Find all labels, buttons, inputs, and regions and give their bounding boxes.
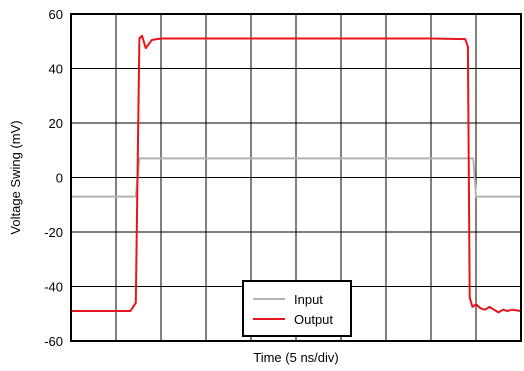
series-lines <box>71 34 522 314</box>
y-tick-label: -20 <box>44 225 63 240</box>
series-line-input <box>71 157 521 198</box>
legend: Input Output <box>242 280 352 337</box>
y-tick-labels: 60 40 20 0 -20 -40 -60 <box>44 7 63 349</box>
series-line-output <box>71 34 522 314</box>
y-tick-label: 0 <box>56 171 63 186</box>
plot-frame <box>70 13 522 342</box>
legend-label-output: Output <box>294 312 333 327</box>
y-tick-label: 60 <box>49 7 63 22</box>
x-axis-label: Time (5 ns/div) <box>253 350 338 365</box>
y-tick-label: 40 <box>49 62 63 77</box>
y-tick-label: -60 <box>44 334 63 349</box>
y-axis-label: Voltage Swing (mV) <box>8 120 23 234</box>
legend-box <box>242 280 352 337</box>
y-tick-label: -40 <box>44 280 63 295</box>
y-tick-label: 20 <box>49 116 63 131</box>
legend-label-input: Input <box>294 292 323 307</box>
